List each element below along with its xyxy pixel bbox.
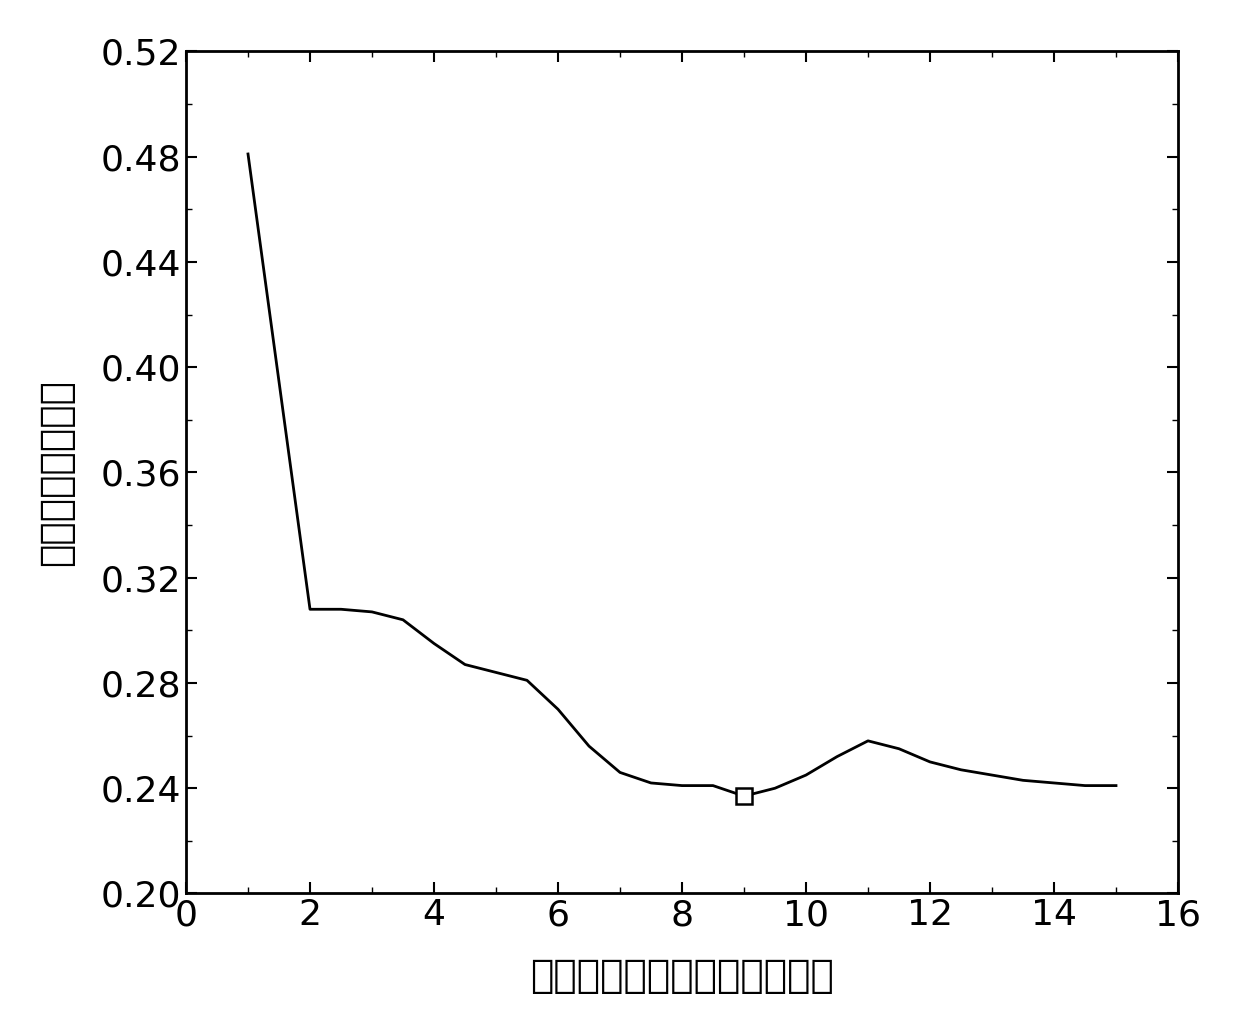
- Y-axis label: 校正集均方根误差: 校正集均方根误差: [37, 379, 76, 566]
- X-axis label: 模型中包含的特征介电变量数: 模型中包含的特征介电变量数: [529, 957, 835, 995]
